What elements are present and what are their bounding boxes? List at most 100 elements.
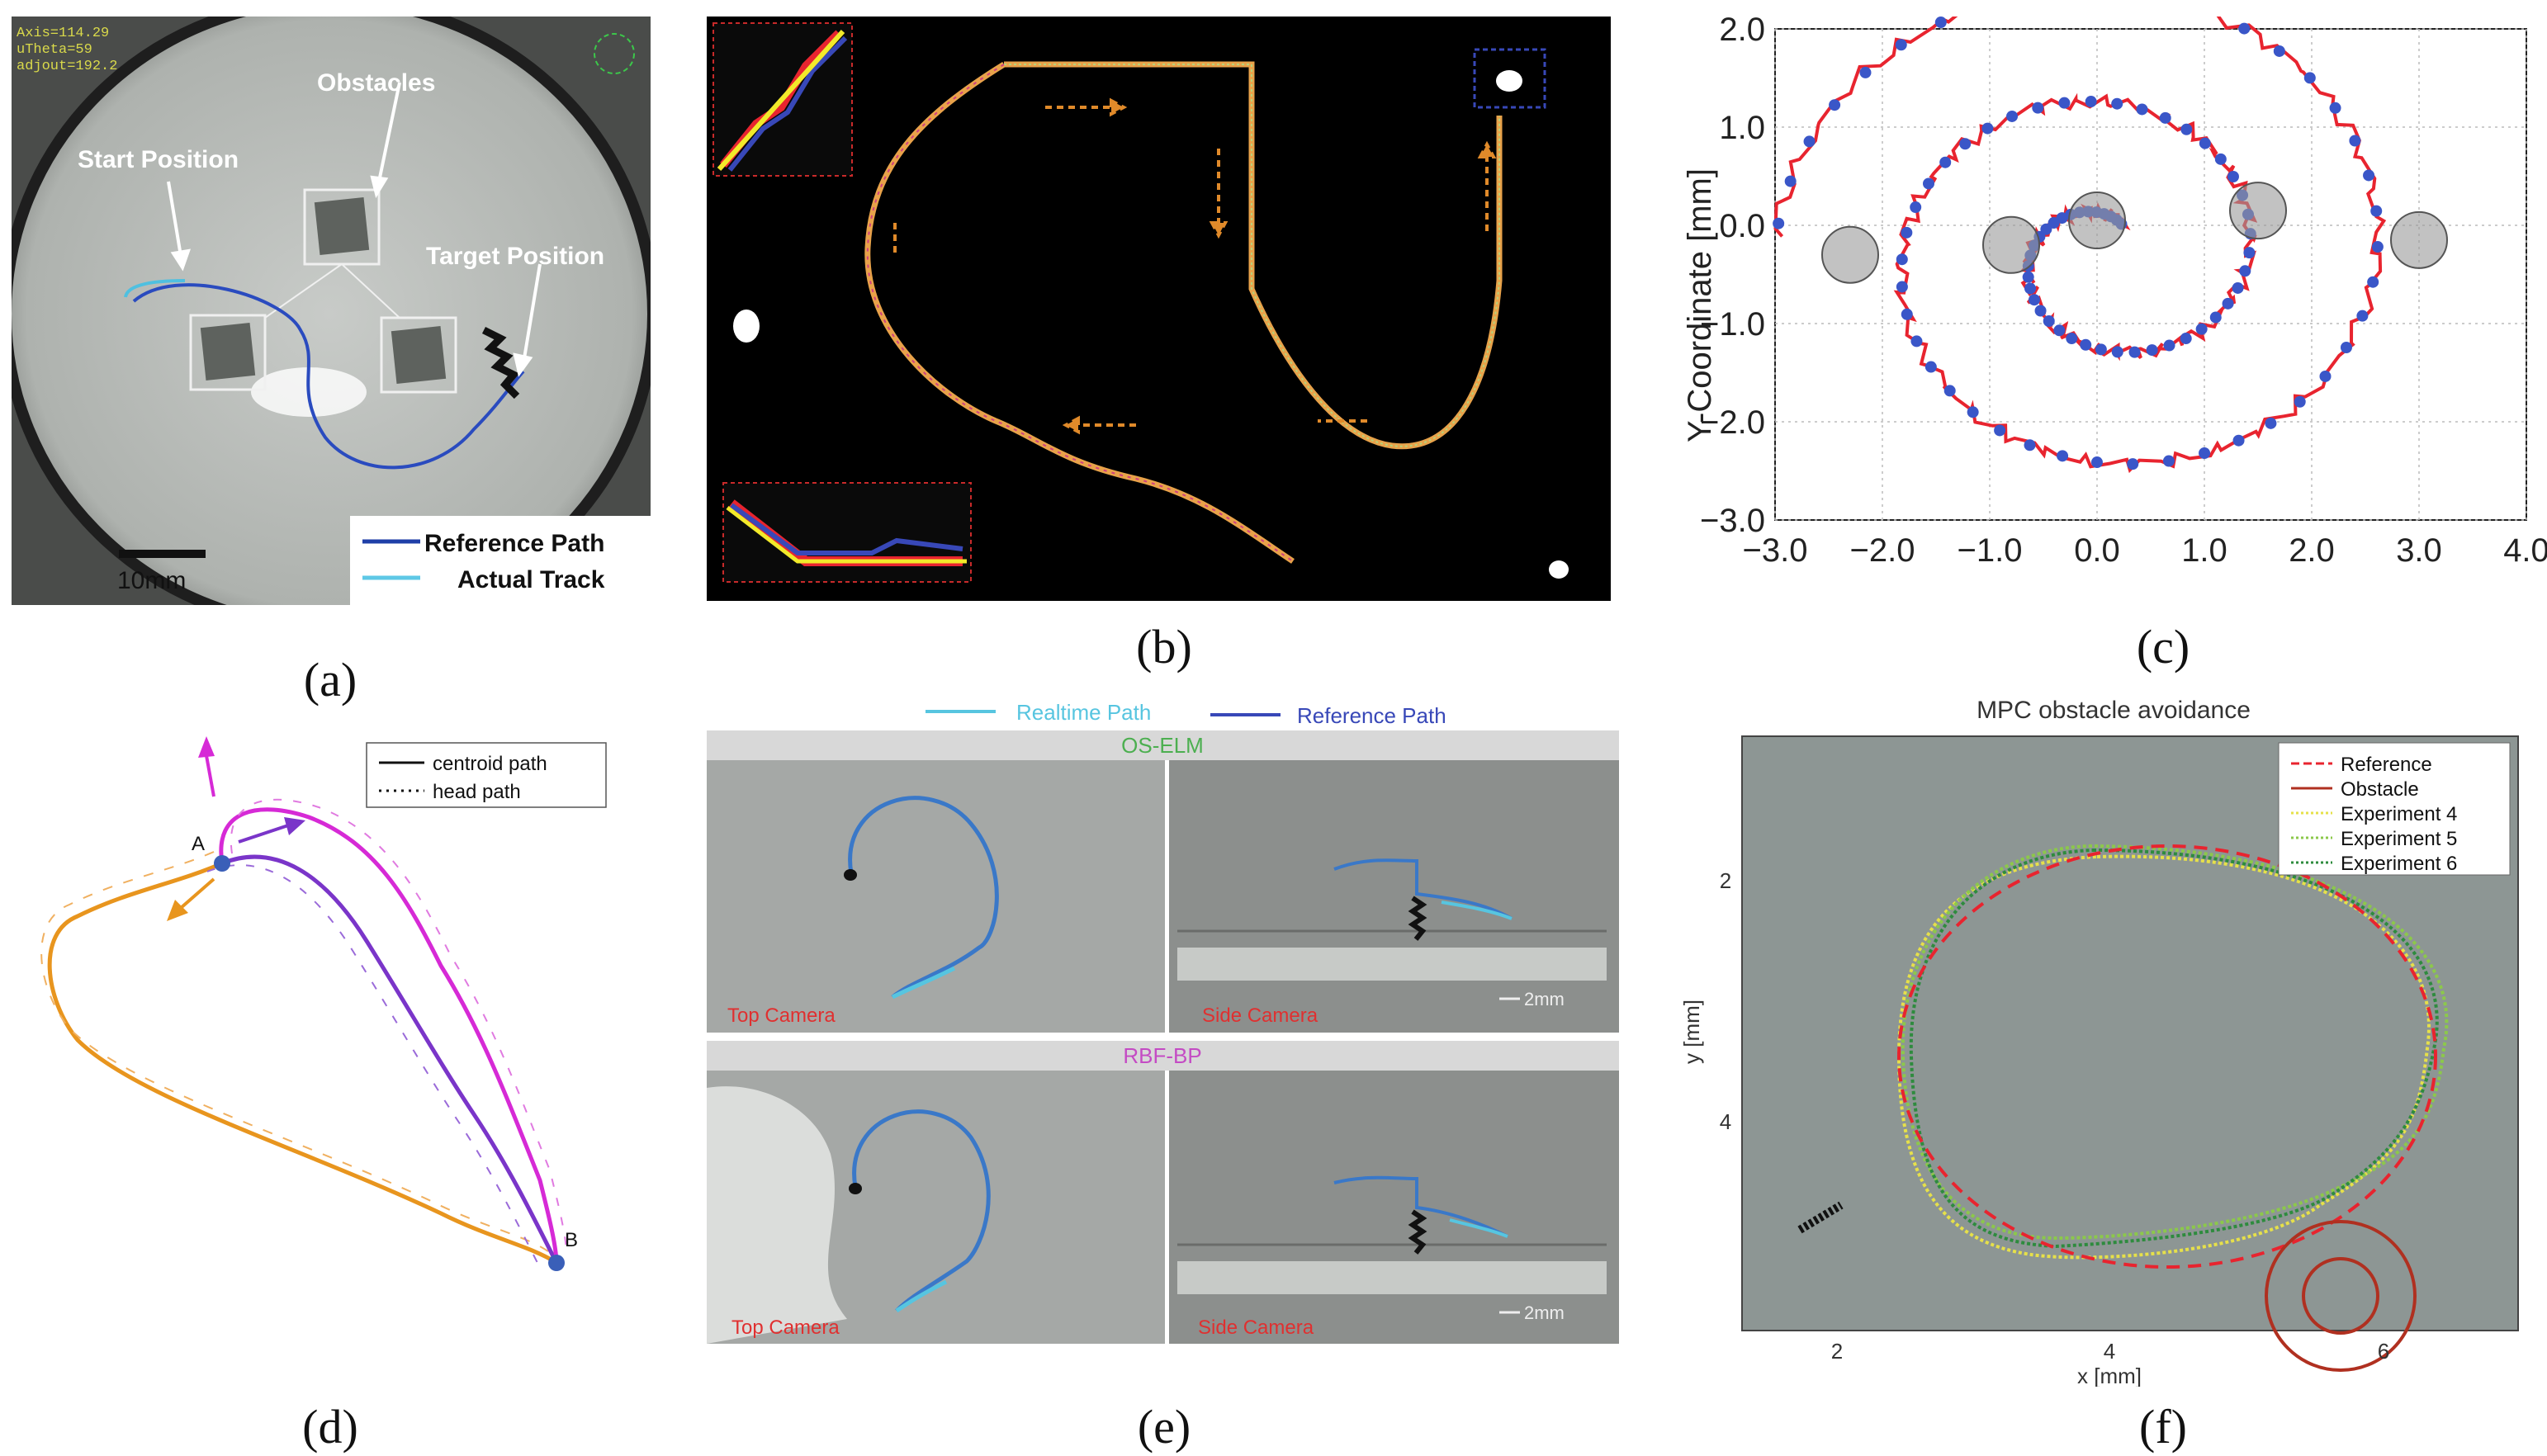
legend-obstacle: Obstacle (2341, 778, 2419, 801)
legend-centroid: centroid path (433, 753, 547, 775)
row-title-rbfbp: RBF-BP (1123, 1043, 1201, 1068)
trajectory-dot (2095, 343, 2107, 356)
trajectory-dot (2199, 137, 2211, 149)
legend-actual-track: Actual Track (457, 566, 605, 593)
trajectory-dot (2370, 205, 2383, 217)
xtick-label: 2.0 (2289, 532, 2335, 569)
obstacle-circle (2390, 210, 2448, 269)
panel-a: Axis=114.29 uTheta=59 adjout=192.2 Obsta… (12, 17, 651, 605)
helical-robot (481, 326, 520, 399)
trajectory-dot (2349, 135, 2361, 147)
xtick-label: 3.0 (2396, 532, 2442, 569)
trajectory-dot (2034, 305, 2047, 317)
legend: Reference Obstacle Experiment 4 Experime… (2278, 742, 2511, 876)
trajectory-dot (1910, 201, 1922, 214)
trajectory-dot (1939, 156, 1952, 168)
orange-head-path (40, 851, 549, 1252)
panel-e: Realtime Path Reference Path OS-ELM Top … (707, 692, 1619, 1344)
point-b-label: B (565, 1229, 578, 1251)
caption-c: (c) (2136, 620, 2190, 674)
trajectory-dot (2162, 455, 2175, 467)
label-target: Target Position (426, 243, 604, 270)
plot-frame (1774, 28, 2527, 521)
trajectory-dot (1895, 39, 1907, 51)
trajectory-dot (2329, 102, 2341, 114)
trajectory-dot (2367, 276, 2379, 288)
trajectory-dot (1896, 281, 1908, 293)
trajectory-dot (2356, 310, 2369, 322)
panel-f-xlabel: x [mm] (2077, 1364, 2142, 1387)
trajectory-dot (2180, 123, 2193, 135)
xtick-label: −3.0 (1743, 532, 1808, 569)
trajectory-dot (1896, 253, 1908, 266)
reference-path (132, 283, 525, 470)
trajectory-dot (2032, 102, 2044, 114)
trajectory-dot (2180, 333, 2192, 345)
legend: Reference Path Actual Track (350, 516, 651, 605)
caption-d: (d) (302, 1400, 358, 1454)
trajectory-dot (1943, 385, 1956, 397)
label-obstacles: Obstacles (317, 69, 435, 97)
ytick-2: 2 (1720, 868, 1731, 893)
inset-top (712, 22, 853, 177)
trajectory-dot (2303, 72, 2316, 84)
panel-e-image: Realtime Path Reference Path OS-ELM Top … (707, 700, 1619, 1344)
panel-c-chart: Y-Coordinate [mm] −3.0 −2.0 −1.0 0.0 1.0 2.0 3… (1682, 17, 2547, 569)
trajectory-dot (2159, 111, 2171, 124)
scale-1: 2mm (1524, 989, 1565, 1009)
trajectory-dot (2222, 297, 2234, 310)
xtick-4: 4 (2104, 1339, 2115, 1364)
trajectory-dot (2136, 103, 2148, 116)
caption-b: (b) (1136, 620, 1192, 674)
trajectory-dot (1923, 177, 1935, 190)
obstacle-circle (1821, 225, 1879, 284)
legend-exp6: Experiment 6 (2341, 853, 2457, 875)
trajectory-dot (2238, 22, 2251, 35)
obstacle-circle (2229, 182, 2287, 240)
trajectory-dot (2111, 97, 2123, 110)
label-top-camera-2: Top Camera (731, 1317, 840, 1339)
trajectory-dot (2128, 346, 2141, 358)
obstacle-inner (2302, 1257, 2379, 1335)
legend-exp5: Experiment 5 (2341, 828, 2457, 850)
trajectory-dot (1981, 122, 1994, 135)
caption-f: (f) (2139, 1400, 2187, 1454)
trajectory-dot (2294, 395, 2306, 408)
trajectory-dot (2209, 311, 2222, 324)
trajectory-dot (1859, 66, 1872, 78)
trajectory-dot (2111, 346, 2123, 358)
trajectory-dot (1967, 406, 1979, 418)
blob-1 (1496, 70, 1522, 92)
legend-head: head path (433, 781, 521, 803)
legend: centroid path head path (366, 742, 607, 808)
panel-f-title: MPC obstacle avoidance (1977, 697, 2251, 724)
ytick-label: −3.0 (1700, 503, 1765, 539)
panel-b (707, 17, 1611, 601)
actual-track (124, 279, 186, 298)
panel-c: Y-Coordinate [mm] −3.0 −2.0 −1.0 0.0 1.0 2.0 3… (1659, 17, 2547, 598)
chart-c-ylabel: Y-Coordinate [mm] (1682, 168, 1718, 442)
reference-path (1897, 844, 2437, 1269)
trajectory-dot (1901, 308, 1913, 320)
trajectory-dot (2057, 450, 2069, 462)
trajectory-dot (2048, 217, 2060, 229)
trajectory-dot (2090, 456, 2103, 469)
trajectory-dot (2080, 338, 2092, 351)
panel-d: centroid path head path A B (12, 718, 697, 1378)
trajectory-dot (2340, 341, 2352, 353)
trajectory-dot (2243, 247, 2256, 259)
caption-e: (e) (1137, 1400, 1191, 1454)
legend-reference-path: Reference Path (424, 530, 604, 557)
trajectory-dot (1784, 175, 1797, 187)
experiment-5-path (1901, 844, 2449, 1241)
trajectory-dot (2024, 439, 2036, 451)
robot-marker (1797, 1201, 1844, 1234)
obstacle-circle (2068, 191, 2126, 250)
purple-centroid-path (221, 854, 559, 1265)
trajectory-dot (2214, 153, 2227, 165)
panel-a-image: Axis=114.29 uTheta=59 adjout=192.2 Obsta… (12, 17, 651, 605)
trajectory-dot (2043, 315, 2055, 328)
trajectory-dot (2146, 344, 2158, 357)
trajectory-dot (2363, 169, 2375, 182)
trajectory-dot (1829, 99, 1841, 111)
